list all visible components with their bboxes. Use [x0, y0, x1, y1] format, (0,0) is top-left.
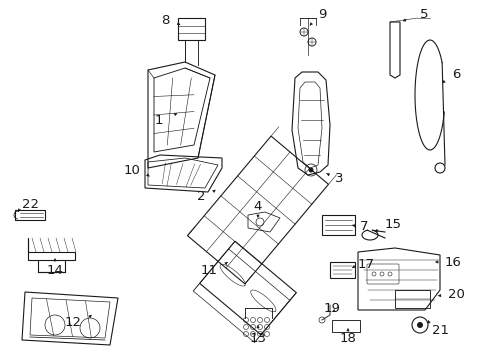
Text: 17: 17 — [357, 257, 374, 270]
Text: 22: 22 — [22, 198, 39, 211]
Text: 11: 11 — [201, 264, 218, 276]
Text: 19: 19 — [323, 302, 339, 315]
Text: 3: 3 — [334, 171, 343, 184]
Text: 9: 9 — [317, 9, 325, 22]
Text: 21: 21 — [431, 324, 448, 337]
Text: 5: 5 — [419, 9, 427, 22]
Text: 13: 13 — [249, 332, 266, 345]
Text: 7: 7 — [359, 220, 368, 234]
Circle shape — [416, 322, 422, 328]
Text: 8: 8 — [162, 13, 170, 27]
Text: 4: 4 — [253, 201, 262, 213]
Text: 12: 12 — [65, 315, 82, 328]
Text: 15: 15 — [384, 219, 401, 231]
Text: 2: 2 — [197, 190, 205, 203]
Circle shape — [308, 167, 313, 172]
Text: 16: 16 — [444, 256, 461, 269]
Text: 1: 1 — [154, 113, 163, 126]
Text: 18: 18 — [339, 332, 356, 345]
Text: 10: 10 — [123, 163, 140, 176]
Text: 14: 14 — [46, 264, 63, 276]
Text: 6: 6 — [451, 68, 459, 81]
Text: 20: 20 — [447, 288, 464, 302]
